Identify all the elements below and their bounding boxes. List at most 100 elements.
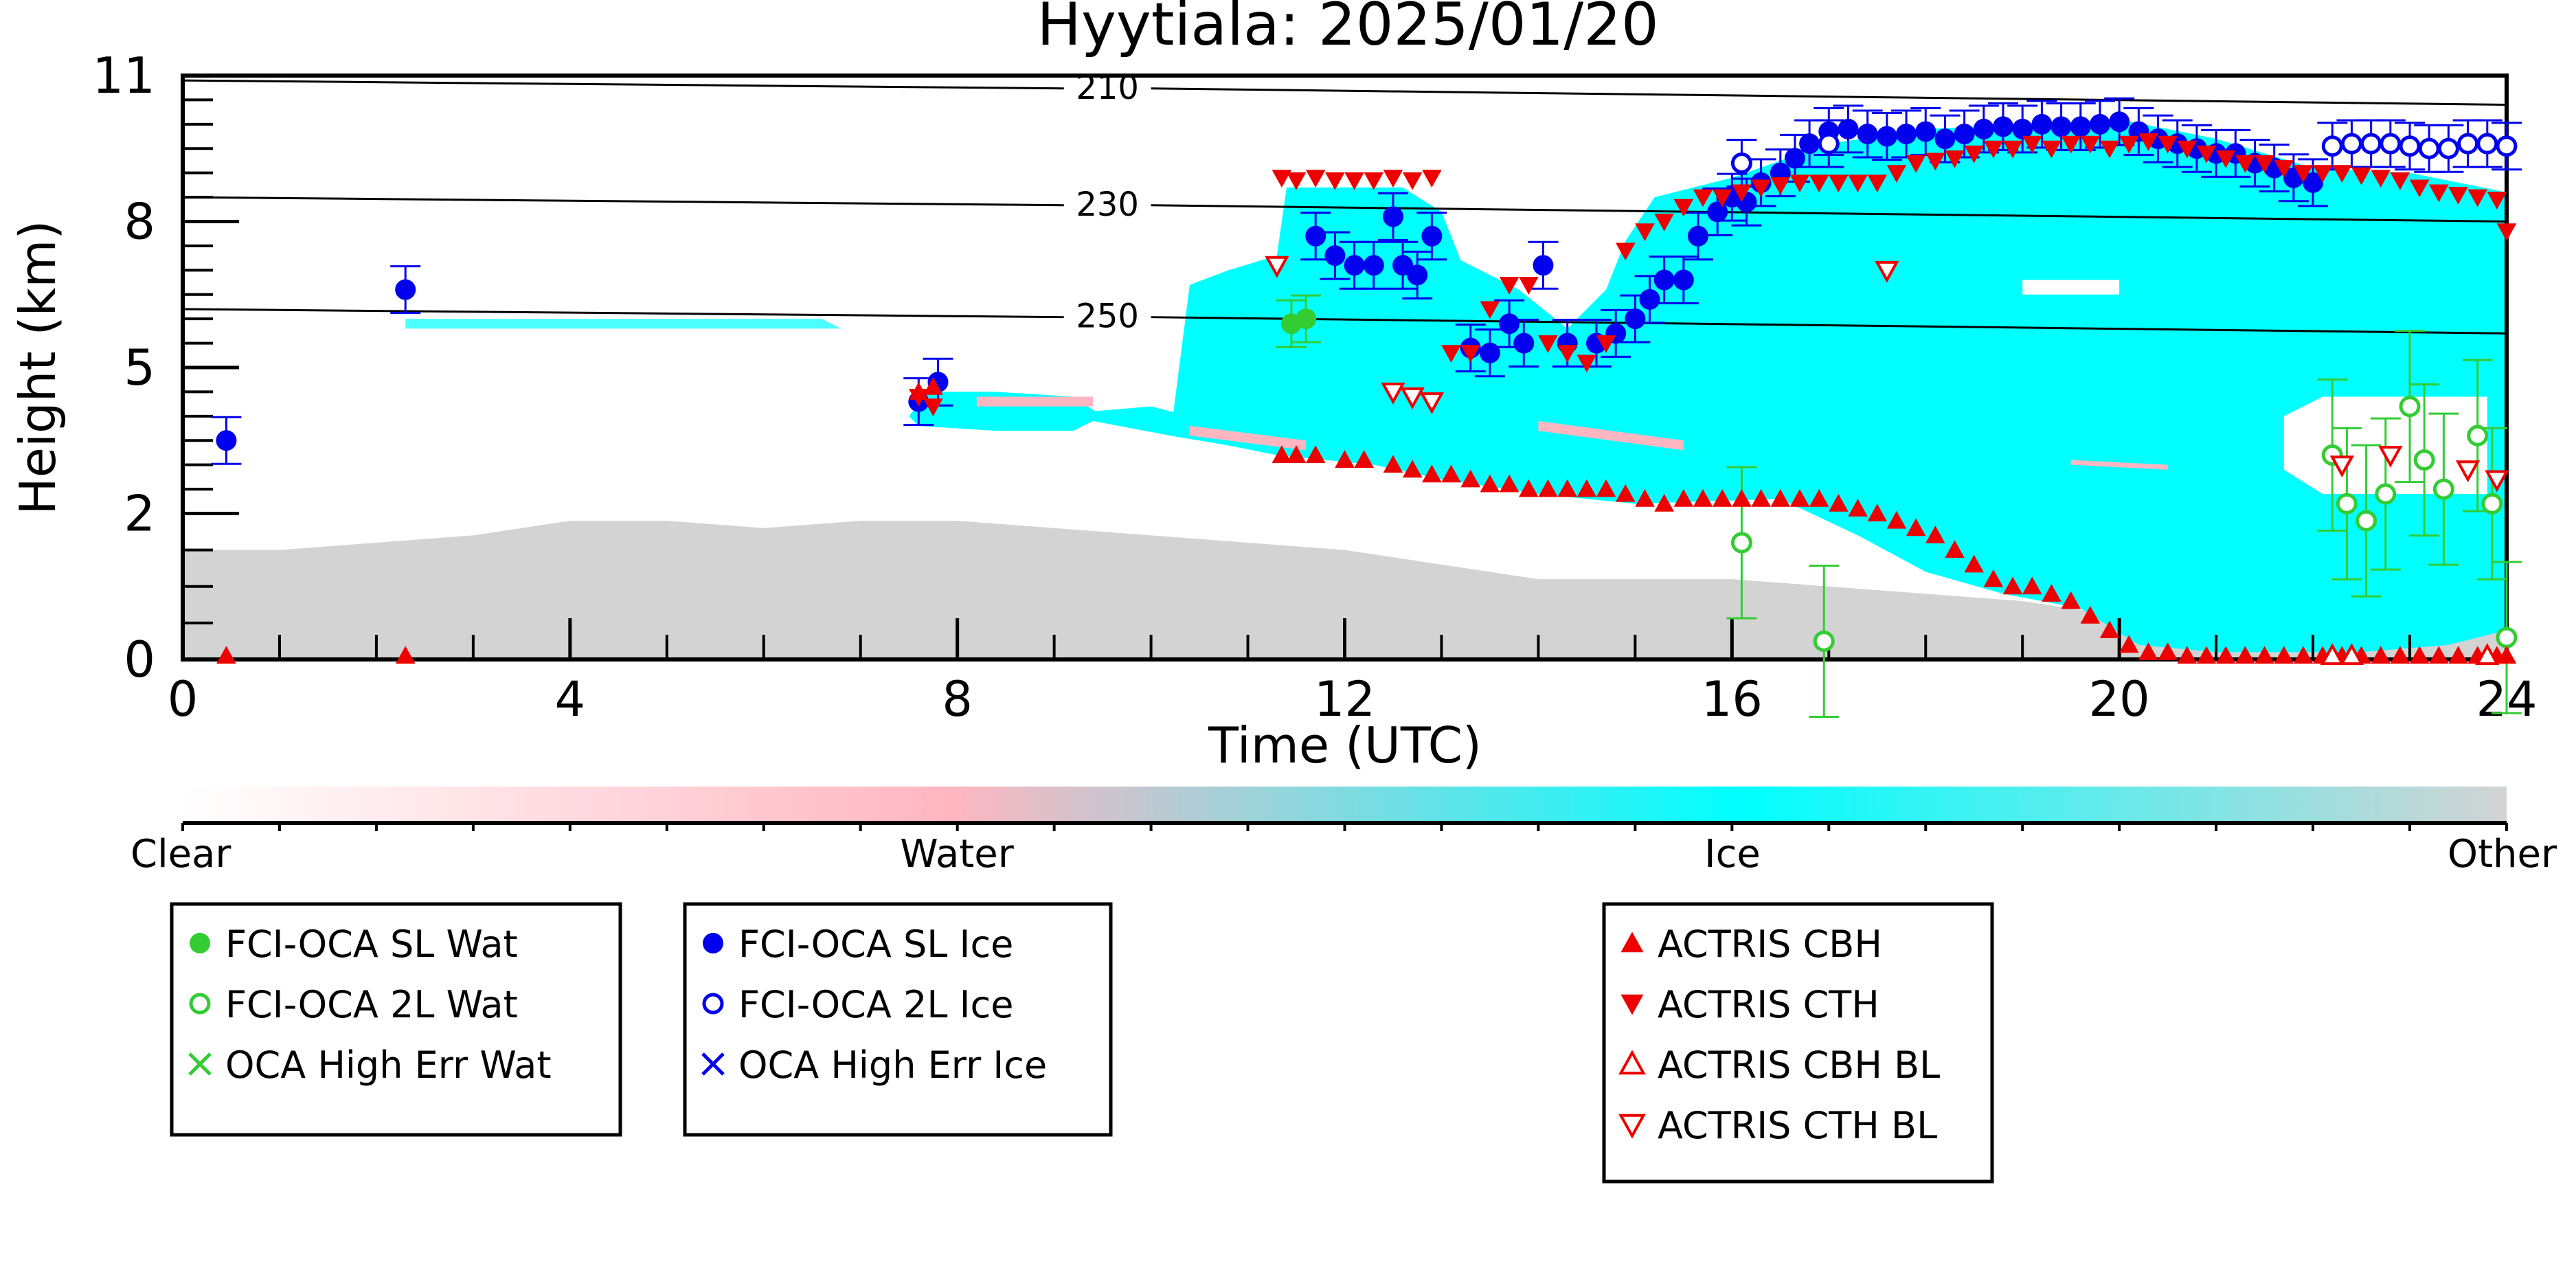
- colorbar-label: Clear: [131, 832, 231, 877]
- point-actris-cth: [1577, 354, 1597, 373]
- point-actris-cth: [1460, 345, 1481, 363]
- point-fci-oca-sl-ice: [2070, 116, 2091, 137]
- point-actris-cbh: [1906, 518, 1926, 536]
- point-fci-oca-2l-wat: [2375, 483, 2397, 505]
- y-tick-label: 0: [124, 631, 155, 688]
- point-actris-cbh: [2293, 646, 2314, 664]
- point-actris-cth: [1789, 174, 1810, 193]
- point-actris-cbh: [216, 646, 236, 664]
- legend-label-fci-oca-sl-ice: FCI-OCA SL Ice: [738, 923, 1013, 966]
- isotherm-line: [182, 79, 1064, 90]
- y-tick-label: 5: [124, 339, 155, 396]
- point-fci-oca-sl-ice: [1687, 225, 1708, 247]
- point-fci-oca-sl-ice: [2303, 172, 2324, 193]
- point-actris-cbh: [1577, 479, 1597, 497]
- point-actris-cbh: [1286, 445, 1307, 463]
- point-actris-cbh: [1335, 450, 1355, 468]
- point-actris-cth: [1383, 170, 1403, 188]
- isotherm-line: [1151, 204, 2507, 223]
- point-actris-cbh: [1596, 479, 1616, 497]
- point-actris-cth: [1964, 145, 1985, 163]
- legend-marker-oca-high-err-ice: [701, 1052, 725, 1076]
- point-actris-cbh: [1354, 450, 1374, 468]
- legend-box: [683, 902, 1113, 1137]
- legend-label-fci-oca-sl-wat: FCI-OCA SL Wat: [225, 923, 518, 966]
- point-actris-cbh: [1886, 510, 1907, 529]
- point-fci-oca-sl-ice: [1392, 255, 1414, 276]
- point-fci-oca-2l-ice: [2418, 137, 2440, 159]
- point-actris-cth: [2390, 172, 2410, 190]
- point-fci-oca-2l-wat: [2467, 425, 2489, 447]
- legend-label-actris-cth: ACTRIS CTH: [1658, 983, 1879, 1026]
- point-actris-cth: [1344, 172, 1364, 190]
- y-tick-label: 2: [124, 485, 155, 543]
- legends: FCI-OCA SL Wat FCI-OCA 2L Wat OCA High Err…: [170, 902, 1994, 1184]
- point-actris-cbh: [2099, 620, 2120, 638]
- series-fci-oca-2l-wat: [1730, 396, 2518, 652]
- point-actris-cth: [2235, 155, 2255, 173]
- point-fci-oca-2l-wat: [2432, 478, 2454, 500]
- point-fci-oca-sl-ice: [1799, 133, 1820, 155]
- water-region: [1538, 420, 1684, 451]
- point-actris-cth: [2332, 165, 2352, 183]
- colorbar-strip: [183, 787, 2507, 821]
- point-actris-cth-bl: [2455, 460, 2481, 483]
- point-fci-oca-sl-ice: [1363, 255, 1384, 276]
- point-actris-cbh: [1712, 488, 1732, 507]
- point-actris-cth: [1441, 345, 1461, 363]
- point-actris-cbh: [1635, 488, 1655, 507]
- point-actris-cbh: [2255, 646, 2274, 664]
- point-fci-oca-sl-ice: [1499, 313, 1520, 335]
- x-axis-label: Time (UTC): [1208, 716, 1482, 774]
- point-fci-oca-2l-ice: [2476, 133, 2498, 155]
- point-actris-cbh: [2429, 646, 2449, 664]
- point-actris-cbh: [1829, 494, 1849, 512]
- point-actris-cbh: [1867, 504, 1888, 521]
- point-fci-oca-sl-ice: [1993, 116, 2014, 137]
- point-actris-cbh: [2496, 646, 2517, 664]
- point-actris-cth-bl: [1265, 256, 1289, 278]
- legend-label-oca-high-err-ice: OCA High Err Ice: [738, 1043, 1047, 1087]
- y-tick-label: 8: [124, 193, 155, 251]
- point-actris-cth: [1422, 170, 1442, 188]
- legend-marker-actris-cth: [1620, 994, 1644, 1015]
- legend-marker-actris-cbh-bl: [1618, 1050, 1646, 1075]
- point-actris-cth: [1402, 172, 1423, 190]
- point-fci-oca-sl-ice: [1973, 118, 1994, 139]
- point-actris-cth: [1886, 165, 1907, 183]
- point-fci-oca-sl-wat: [1296, 308, 1317, 330]
- legend-marker-fci-oca-sl-ice: [703, 933, 723, 953]
- colorbar: Clear Water Ice Other: [131, 787, 2557, 877]
- point-actris-cbh: [2448, 646, 2468, 664]
- point-actris-cbh: [2158, 642, 2178, 660]
- series-fci-oca-sl-wat: [1280, 308, 1317, 335]
- point-fci-oca-sl-ice: [1305, 225, 1326, 247]
- point-actris-cth: [1635, 223, 1655, 241]
- x-tick-label: 20: [2089, 671, 2150, 727]
- point-actris-cth: [1829, 174, 1849, 193]
- point-fci-oca-2l-ice: [1818, 133, 1840, 155]
- x-tick-label: 4: [555, 671, 586, 727]
- point-fci-oca-sl-ice: [1407, 264, 1428, 286]
- point-actris-cth: [2351, 167, 2371, 185]
- point-fci-oca-sl-ice: [1421, 225, 1443, 247]
- point-fci-oca-sl-ice: [2050, 116, 2072, 137]
- isotherm-line: [182, 308, 1064, 319]
- point-actris-cbh: [1272, 445, 1292, 463]
- point-actris-cbh: [2274, 646, 2294, 664]
- point-actris-cbh: [1460, 469, 1481, 488]
- point-actris-cbh: [1441, 464, 1461, 483]
- series-fci-oca-2l-ice: [1730, 133, 2518, 174]
- point-fci-oca-sl-ice: [1896, 124, 1917, 144]
- point-actris-cbh: [2196, 646, 2217, 664]
- point-fci-oca-sl-ice: [1934, 128, 1956, 150]
- point-actris-cth: [2255, 155, 2274, 173]
- point-actris-cth: [1480, 301, 1500, 319]
- point-actris-cth: [2022, 135, 2042, 154]
- point-actris-cth: [1809, 174, 1829, 193]
- point-actris-cth: [1519, 277, 1539, 295]
- point-actris-cbh: [2235, 646, 2255, 664]
- point-fci-oca-2l-ice: [2399, 135, 2421, 157]
- legend-oca-ice: FCI-OCA SL Ice FCI-OCA 2L Ice OCA High Err…: [683, 902, 1113, 1137]
- point-actris-cth: [1693, 189, 1713, 207]
